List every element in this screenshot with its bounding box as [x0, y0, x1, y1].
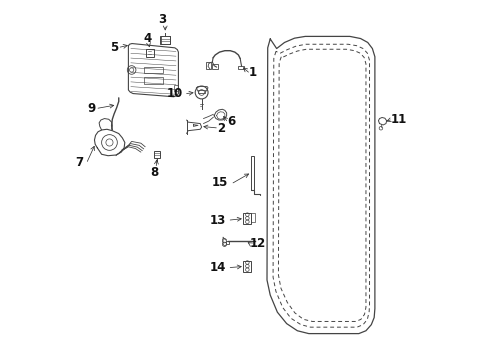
- Bar: [145, 49, 153, 57]
- Bar: [243, 213, 251, 224]
- Bar: [250, 156, 254, 190]
- Text: 4: 4: [143, 32, 151, 45]
- Text: 5: 5: [110, 41, 119, 54]
- Bar: [238, 66, 244, 69]
- Text: 6: 6: [227, 114, 235, 127]
- Bar: [143, 77, 163, 84]
- Bar: [225, 242, 229, 244]
- Text: 15: 15: [212, 176, 228, 189]
- Text: 12: 12: [249, 237, 265, 250]
- Text: 11: 11: [390, 113, 407, 126]
- Bar: [154, 151, 160, 158]
- Bar: [143, 67, 163, 73]
- Bar: [250, 213, 255, 222]
- Text: 10: 10: [166, 87, 183, 100]
- Text: 7: 7: [75, 156, 83, 169]
- Bar: [206, 63, 211, 69]
- Bar: [160, 36, 170, 44]
- Text: 2: 2: [217, 122, 224, 135]
- Text: 1: 1: [248, 66, 257, 79]
- Bar: [174, 85, 177, 91]
- Bar: [198, 90, 204, 93]
- Text: 3: 3: [158, 13, 166, 26]
- Text: 13: 13: [209, 213, 225, 226]
- Text: 8: 8: [150, 166, 158, 179]
- Bar: [212, 64, 218, 68]
- Text: 9: 9: [87, 102, 95, 115]
- Text: 14: 14: [209, 261, 225, 274]
- Bar: [243, 261, 251, 272]
